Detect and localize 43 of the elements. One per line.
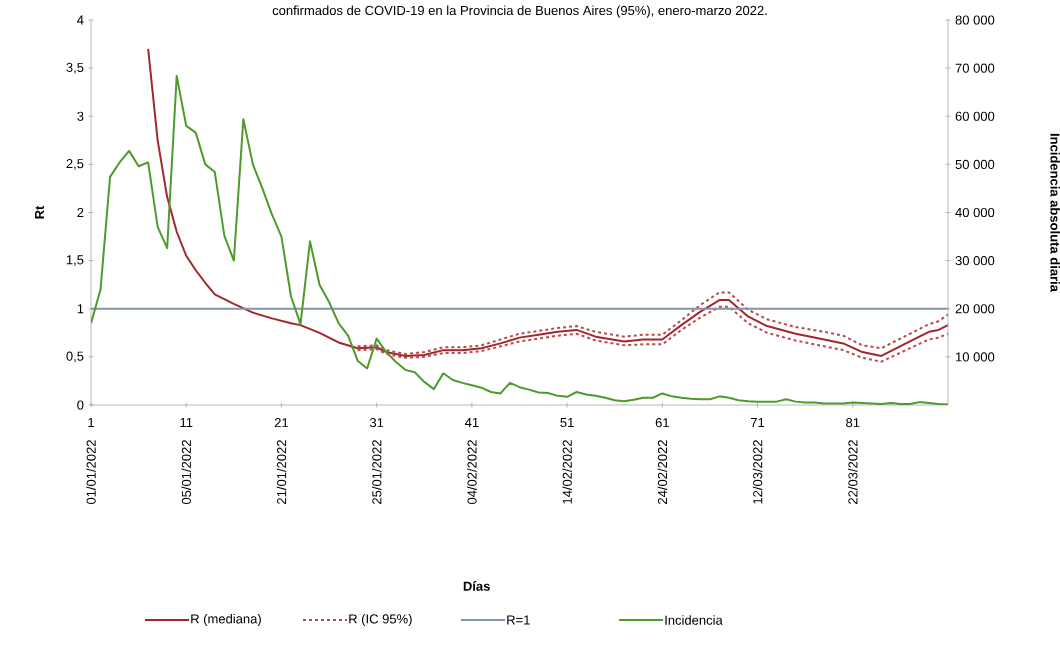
y2-tick-label: 30 000 [955, 256, 995, 266]
y-tick-label: 2,5 [66, 159, 84, 170]
x-tick-label: 1 [88, 418, 94, 427]
x-tick-label: 51 [560, 418, 574, 428]
legend-label: R (IC 95%) [349, 613, 412, 627]
x-tick-label: 81 [846, 418, 860, 428]
y2-axis-title: Incidencia absoluta diaria [1050, 133, 1060, 293]
text: 01/01/2022 [86, 440, 96, 505]
y-tick-label: 3 [77, 111, 84, 121]
y-tick-label: 2 [77, 207, 84, 218]
x-tick-label: 61 [655, 418, 669, 428]
legend-label: R=1 [507, 615, 530, 625]
text: 24/02/2022 [657, 440, 668, 504]
y2-tick-label: 40 000 [955, 207, 995, 218]
y-tick-label: 1 [77, 304, 84, 314]
y2-tick-label: 50 000 [955, 159, 995, 169]
x-tick-label: 11 [180, 418, 193, 427]
y2-tick-label: 20 000 [955, 304, 995, 314]
y-tick-label: 1,5 [66, 255, 84, 266]
x-tick-label: 21 [274, 418, 289, 428]
text: Días [463, 581, 490, 591]
text: 12/03/2022 [752, 440, 763, 504]
text: 14/02/2022 [562, 440, 572, 504]
y2-tick-label: 70 000 [955, 63, 995, 73]
y2-tick-label: 80 000 [955, 15, 995, 25]
y-tick-label: 3,5 [66, 62, 84, 74]
text: 04/02/2022 [467, 440, 477, 505]
y-tick-label: 0,5 [66, 351, 84, 363]
chart-title: confirmados de COVID-19 en la Provincia de Buenos Aires (95%), enero-marzo 2022. [272, 5, 767, 18]
y2-tick-label: 10 000 [956, 352, 995, 362]
x-tick-label: 71 [751, 418, 765, 427]
y-tick-label: 0 [77, 400, 84, 410]
y-axis-title: Rt [35, 205, 45, 219]
text: 25/01/2022 [371, 440, 382, 504]
x-tick-label: 41 [464, 418, 479, 427]
text: 22/03/2022 [848, 440, 858, 504]
legend-label: R (mediana) [191, 613, 261, 627]
text: 05/01/2022 [181, 440, 191, 505]
legend-label: Incidencia [665, 615, 723, 625]
text: 21/01/2022 [276, 440, 287, 504]
y2-tick-label: 60 000 [955, 111, 995, 121]
y-tick-label: 4 [77, 15, 84, 25]
x-tick-label: 31 [369, 418, 384, 428]
